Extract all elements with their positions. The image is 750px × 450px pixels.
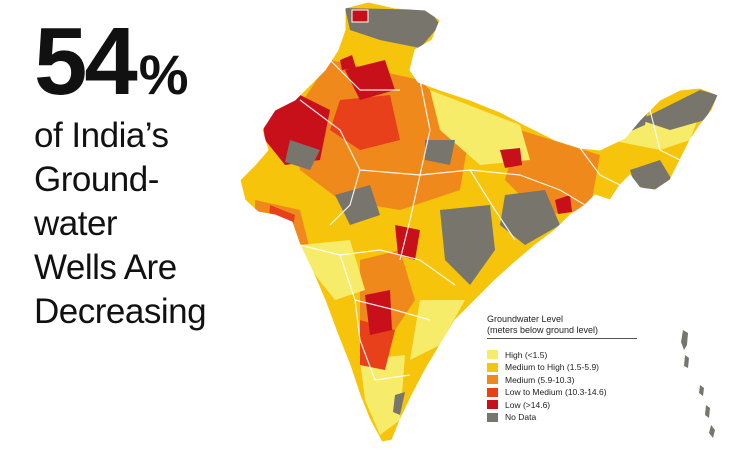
percent-sign: % xyxy=(138,43,189,106)
andaman-nicobar-islands xyxy=(681,330,715,438)
region-no-data xyxy=(630,160,672,192)
headline-value: 54 xyxy=(34,8,138,115)
region-low-north xyxy=(351,9,369,23)
legend-item: Medium (5.9-10.3) xyxy=(487,374,647,385)
region-no-data xyxy=(285,140,320,170)
caption-line: of India’s xyxy=(34,116,169,155)
region-no-data xyxy=(335,185,380,225)
legend-label: High (<1.5) xyxy=(505,349,548,360)
region-high xyxy=(410,300,465,360)
region-no-data xyxy=(425,140,455,165)
legend-swatch xyxy=(487,375,498,385)
region-low xyxy=(262,95,330,165)
state-boundaries xyxy=(299,59,681,381)
legend-label: Medium to High (1.5-5.9) xyxy=(505,362,600,373)
region-low xyxy=(555,195,572,214)
region-no-data xyxy=(640,90,718,130)
legend-swatch xyxy=(487,362,498,372)
legend-label: No Data xyxy=(505,412,537,423)
caption-line: Decreasing xyxy=(34,292,207,331)
caption-line: water xyxy=(34,204,118,243)
region-high xyxy=(430,90,530,165)
region-no-data xyxy=(345,8,440,48)
legend-swatch xyxy=(487,387,498,397)
legend-title: Groundwater Level xyxy=(487,314,564,324)
region-low xyxy=(500,148,522,168)
headline-number: 54% xyxy=(34,14,234,110)
legend-subtitle: (meters below ground level) xyxy=(487,325,599,335)
legend-label: Medium (5.9-10.3) xyxy=(505,374,575,385)
region-low xyxy=(340,55,356,70)
caption-line: Wells Are xyxy=(34,248,177,287)
legend-item: Low (>14.6) xyxy=(487,399,647,410)
legend-swatch xyxy=(487,412,498,422)
caption-line: Ground- xyxy=(34,160,159,199)
legend-swatch xyxy=(487,400,498,410)
map-legend: Groundwater Level (meters below ground l… xyxy=(487,314,647,425)
region-low xyxy=(365,290,392,335)
region-low xyxy=(395,225,420,260)
legend-item: Low to Medium (10.3-14.6) xyxy=(487,387,647,398)
region-low-medium xyxy=(360,320,395,370)
region-low-medium xyxy=(330,95,400,150)
legend-item: Medium to High (1.5-5.9) xyxy=(487,362,647,373)
region-no-data xyxy=(393,392,405,415)
legend-swatch xyxy=(487,350,498,359)
headline-stat: 54% of India’s Ground- water Wells Are D… xyxy=(34,14,234,334)
legend-label: Low to Medium (10.3-14.6) xyxy=(505,387,607,398)
headline-caption: of India’s Ground- water Wells Are Decre… xyxy=(34,114,234,334)
legend-item: No Data xyxy=(487,412,647,423)
legend-divider xyxy=(487,338,637,339)
legend-label: Low (>14.6) xyxy=(505,399,551,410)
region-no-data xyxy=(500,190,560,245)
india-outline xyxy=(239,1,719,443)
india-groundwater-map xyxy=(239,1,719,443)
region-high xyxy=(300,240,365,300)
legend-item: High (<1.5) xyxy=(487,349,647,360)
region-high xyxy=(360,355,405,435)
region-no-data xyxy=(440,205,495,285)
